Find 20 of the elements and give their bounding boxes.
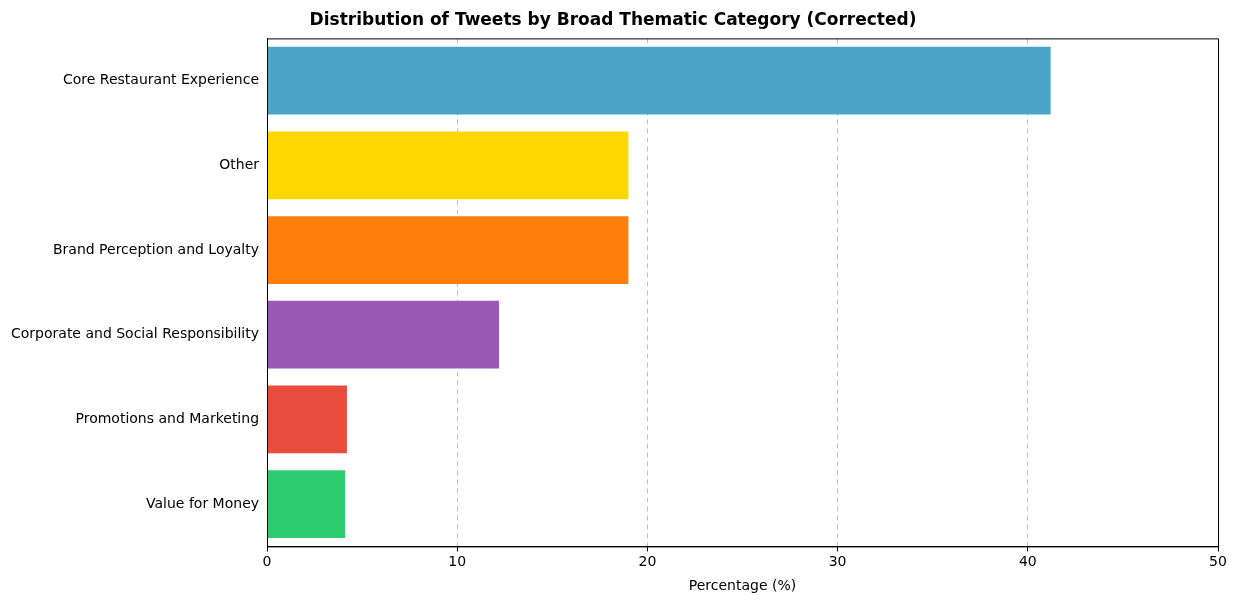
x-tick-label: 50 (1209, 553, 1227, 570)
bar (267, 470, 346, 538)
bar (267, 46, 1051, 115)
y-tick-label: Brand Perception and Loyalty (52, 240, 260, 257)
chart-title: Distribution of Tweets by Broad Thematic Category (Corrected) (309, 8, 917, 29)
y-tick-label: Core Restaurant Experience (63, 71, 260, 88)
x-axis-title: Percentage (%) (688, 577, 797, 594)
x-tick-label: 20 (638, 553, 657, 570)
bar (267, 216, 629, 284)
y-tick-label: Promotions and Marketing (75, 410, 260, 427)
y-tick-label: Other (219, 156, 260, 173)
bar (267, 300, 500, 369)
x-tick-label: 30 (828, 553, 847, 570)
x-tick-label: 0 (262, 553, 272, 570)
x-tick-label: 10 (448, 553, 467, 570)
bar (267, 385, 347, 454)
y-tick-label: Value for Money (146, 494, 260, 511)
bar (267, 131, 629, 200)
x-tick-label: 40 (1018, 553, 1037, 570)
y-tick-label: Corporate and Social Responsibility (11, 325, 260, 342)
